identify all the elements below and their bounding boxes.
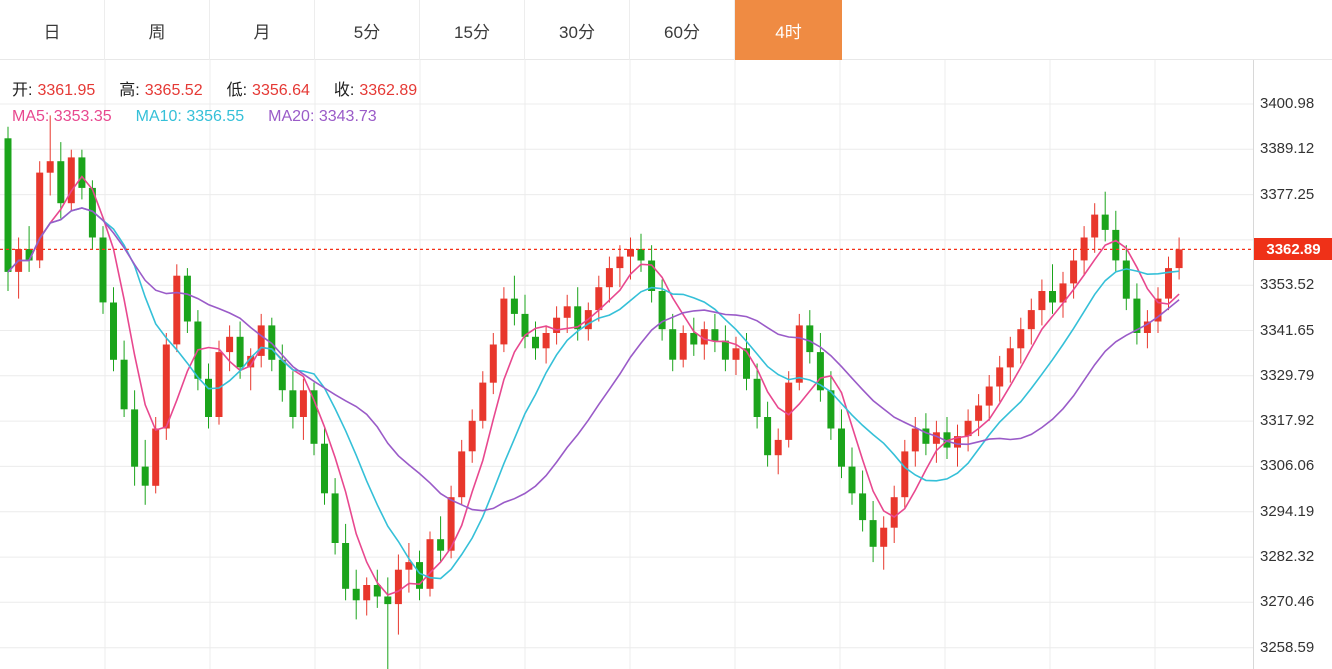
y-axis-label: 3317.92 xyxy=(1260,412,1315,430)
price-axis: 3362.89 3400.98 3389.12 3377.25 3353.52 3341… xyxy=(1253,60,1332,669)
y-axis-label: 3389.12 xyxy=(1260,140,1315,158)
tab-bar: 日周月 5分 15分 30分 60分 4时 xyxy=(0,0,1332,60)
current-price-tag: 3362.89 xyxy=(1254,238,1332,261)
tab-weekly[interactable]: 周 xyxy=(105,0,210,60)
ma-legend-item: MA20: 3343.73 xyxy=(268,108,377,125)
ohlc-label: 开: xyxy=(12,82,33,99)
ohlc-label: 低: xyxy=(226,82,248,99)
ma-legend-item: MA5: 3353.35 xyxy=(12,108,112,125)
ohlc-legend-item: 低: 3356.64 xyxy=(227,82,310,99)
tab-daily[interactable]: 日 xyxy=(0,0,105,60)
ohlc-value: 3362.89 xyxy=(359,82,418,99)
ohlc-legend-item: 收: 3362.89 xyxy=(334,82,417,99)
y-axis-label: 3377.25 xyxy=(1260,185,1315,203)
y-axis-label: 3282.32 xyxy=(1260,548,1315,566)
y-axis-label: 3258.59 xyxy=(1260,638,1315,656)
y-axis-label: 3306.06 xyxy=(1260,457,1315,475)
tab-15min[interactable]: 15分 xyxy=(420,0,525,60)
current-price-value: 3362.89 xyxy=(1266,240,1321,258)
candlestick-chart xyxy=(0,60,1253,669)
tab-monthly[interactable]: 月 xyxy=(210,0,315,60)
ohlc-legend: 开: 3361.95 高: 3365.52 低: 3356.64 收: 3362.89 xyxy=(12,76,441,100)
tab-30min[interactable]: 30分 xyxy=(525,0,630,60)
y-axis-label: 3400.98 xyxy=(1260,94,1315,112)
ohlc-value: 3365.52 xyxy=(144,82,203,99)
y-axis-label: 3353.52 xyxy=(1260,276,1315,294)
y-axis-label: 3329.79 xyxy=(1260,366,1315,384)
ma-legend: MA5: 3353.35 MA10: 3356.55 MA20: 3343.73 xyxy=(12,108,401,126)
ma-legend-item: MA10: 3356.55 xyxy=(135,108,245,125)
ohlc-legend-item: 开: 3361.95 xyxy=(12,82,95,99)
ohlc-label: 高: xyxy=(119,82,140,99)
y-axis-label: 3270.46 xyxy=(1260,593,1315,611)
tab-5min[interactable]: 5分 xyxy=(315,0,420,60)
ohlc-value: 3361.95 xyxy=(37,82,96,99)
tab-4hour[interactable]: 4时 xyxy=(735,0,842,60)
tab-60min[interactable]: 60分 xyxy=(630,0,735,60)
ohlc-legend-item: 高: 3365.52 xyxy=(119,82,202,99)
y-axis-label: 3341.65 xyxy=(1260,321,1315,339)
ohlc-value: 3356.64 xyxy=(252,82,310,99)
chart-svg xyxy=(0,60,1253,669)
chart-area[interactable]: 开: 3361.95 高: 3365.52 低: 3356.64 收: 3362.89 MA5… xyxy=(0,60,1253,669)
y-axis-label: 3294.19 xyxy=(1260,502,1315,520)
ohlc-label: 收: xyxy=(333,82,355,99)
